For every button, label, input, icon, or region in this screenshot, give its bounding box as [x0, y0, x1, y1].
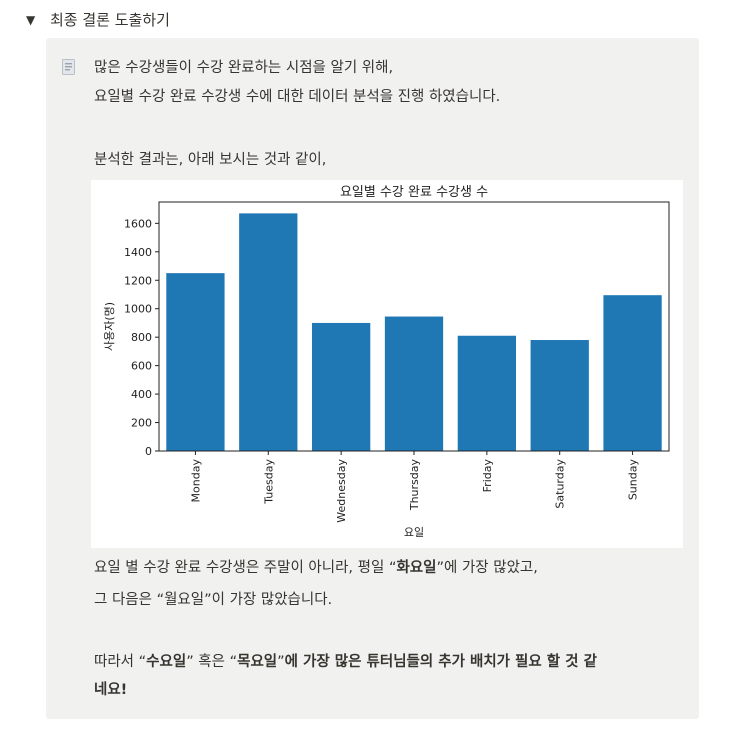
bar-wednesday	[312, 322, 371, 451]
result-line: 분석한 결과는, 아래 보시는 것과 같이,	[94, 152, 327, 168]
final-bold-tail: 에 가장 많은 튜터님들의 추가 배치가 필요 할 것 같	[284, 654, 597, 670]
y-axis-label: 사용자(명)	[103, 302, 116, 351]
conclusion-text-pre: 요일 별 수강 완료 수강생은 주말이 아니라, 평일 “	[94, 560, 397, 576]
final-text-pre: 따라서 “	[94, 654, 147, 670]
final-text-mid: ” 혹은 “	[186, 654, 238, 670]
y-tick-label: 400	[131, 388, 152, 401]
y-tick-label: 1400	[124, 246, 152, 259]
y-tick-label: 0	[145, 445, 152, 458]
callout-block: 많은 수강생들이 수강 완료하는 시점을 알기 위해, 요일별 수강 완료 수강…	[46, 38, 699, 719]
y-tick-label: 600	[131, 360, 152, 373]
page-icon	[62, 59, 75, 75]
y-tick-label: 200	[131, 417, 152, 430]
x-tick-label: Thursday	[408, 459, 421, 512]
x-tick-label: Friday	[481, 459, 494, 493]
bar-friday	[457, 335, 516, 451]
conclusion-text-post: ”에 가장 많았고,	[436, 560, 538, 576]
y-tick-label: 800	[131, 331, 152, 344]
y-tick-label: 1200	[124, 274, 152, 287]
intro-line-1: 많은 수강생들이 수강 완료하는 시점을 알기 위해,	[94, 60, 394, 76]
bar-monday	[166, 273, 225, 451]
final-line-1: 따라서 “수요일” 혹은 “목요일”에 가장 많은 튜터님들의 추가 배치가 필…	[94, 652, 597, 672]
x-tick-label: Monday	[189, 459, 202, 503]
final-text-post: ”	[277, 654, 285, 670]
bar-saturday	[530, 340, 589, 451]
conclusion-highlight: 화요일	[396, 560, 437, 576]
conclusion-line-1: 요일 별 수강 완료 수강생은 주말이 아니라, 평일 “화요일”에 가장 많았…	[94, 558, 538, 578]
bar-tuesday	[239, 213, 298, 451]
bar-thursday	[384, 316, 444, 451]
bar-sunday	[603, 295, 662, 451]
conclusion-line-2: 그 다음은 “월요일”이 가장 많았습니다.	[94, 592, 333, 608]
plot-frame	[158, 201, 670, 452]
final-line-2: 네요!	[94, 680, 127, 700]
intro-line-2: 요일별 수강 완료 수강생 수에 대한 데이터 분석을 진행 하였습니다.	[94, 89, 501, 105]
bar-chart: 요일별 수강 완료 수강생 수 Monday Tuesday Wednesday Thu…	[91, 180, 683, 548]
final-highlight-thu: 목요일	[237, 654, 278, 670]
x-tick-label: Tuesday	[262, 459, 275, 505]
toggle-arrow-icon[interactable]: ▼	[26, 12, 36, 27]
x-tick-label: Sunday	[627, 459, 640, 501]
x-tick-label: Saturday	[554, 459, 567, 509]
toggle-title: 최종 결론 도출하기	[50, 11, 170, 29]
chart-title: 요일별 수강 완료 수강생 수	[340, 185, 488, 200]
x-tick-label: Wednesday	[335, 459, 348, 523]
y-tick-label: 1600	[124, 217, 152, 230]
x-axis-label: 요일	[404, 525, 424, 539]
final-bold-line2: 네요!	[94, 682, 128, 698]
bar-chart-svg: 요일별 수강 완료 수강생 수 Monday Tuesday Wednesday Thu…	[103, 185, 670, 539]
toggle-block[interactable]: ▼ 최종 결론 도출하기	[26, 9, 170, 30]
y-tick-label: 1000	[124, 303, 152, 316]
final-highlight-wed: 수요일	[146, 654, 187, 670]
